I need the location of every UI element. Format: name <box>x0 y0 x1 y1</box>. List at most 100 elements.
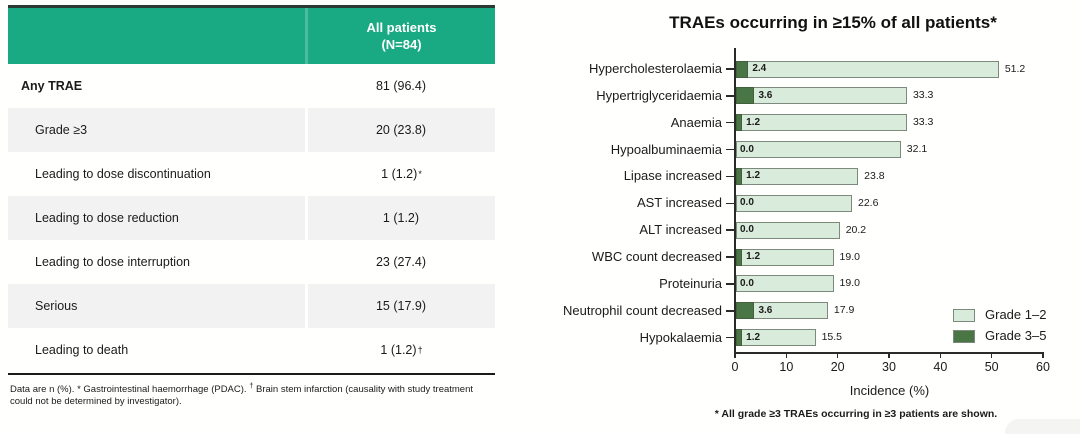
y-axis-tick <box>726 121 735 124</box>
table-row: Leading to death 1 (1.2) † <box>8 328 495 372</box>
x-axis-tick <box>888 352 890 358</box>
x-axis-label: Incidence (%) <box>849 383 930 398</box>
total-value-label: 33.3 <box>912 116 934 129</box>
x-axis-tick-label: 0 <box>731 360 739 374</box>
grade-3-5-value-label: 0.0 <box>740 224 754 236</box>
x-axis-tick-label: 10 <box>779 360 794 374</box>
total-value-label: 22.6 <box>858 196 879 209</box>
row-value-text: 23 (27.4) <box>375 255 427 269</box>
table-header: All patients (N=84) <box>8 8 495 64</box>
x-axis-tick <box>836 352 839 358</box>
row-label: Grade ≥3 <box>8 108 305 152</box>
row-value: 1 (1.2) † <box>380 343 423 357</box>
bar-grade-1-2 <box>736 141 901 159</box>
x-axis-tick-label: 50 <box>984 360 999 374</box>
y-axis-tick <box>726 310 735 312</box>
grade-3-5-value-label: 0.0 <box>740 277 754 289</box>
footnote-asterisk: * <box>77 384 81 396</box>
row-label: Leading to death <box>35 343 129 357</box>
row-label: Any TRAE <box>21 79 83 93</box>
legend-label: Grade 1–2 <box>985 307 1047 322</box>
bar-segment-grade-3-5 <box>736 87 755 105</box>
watermark-blob <box>1005 419 1080 434</box>
row-value-text: 1 (1.2) <box>382 211 420 225</box>
row-value: 1 (1.2) <box>308 196 495 240</box>
category-label: Hypokalaemia <box>639 329 722 345</box>
row-value: 15 (17.9) <box>308 284 495 328</box>
footnote-dagger: † <box>249 381 254 390</box>
table-row: Leading to dose interruption 23 (27.4) <box>8 240 495 284</box>
table-body: Any TRAE 81 (96.4) Grade ≥3 20 (23.8) Le… <box>8 64 495 372</box>
total-value-label: 19.0 <box>839 250 860 263</box>
table-bottom-border <box>8 373 495 375</box>
total-value-label: 32.1 <box>906 143 928 156</box>
table-row: Serious 15 (17.9) <box>8 284 495 328</box>
legend-label: Grade 3–5 <box>985 328 1047 343</box>
bar-grade-1-2 <box>736 194 852 212</box>
footnote-text: Data are n (%). <box>10 384 78 396</box>
row-value-text: 15 (17.9) <box>375 299 427 313</box>
grade-3-5-value-label: 3.6 <box>758 304 773 316</box>
row-label: Serious <box>8 284 305 328</box>
trae-bar-chart: TRAEs occurring in ≥15% of all patients*… <box>556 0 1080 434</box>
header-cell-all-patients: All patients (N=84) <box>308 8 495 64</box>
y-axis-tick <box>726 95 735 97</box>
x-axis-tick <box>939 352 942 358</box>
bar-grade-1-2 <box>736 114 907 132</box>
total-value-label: 15.5 <box>821 331 842 344</box>
category-label: Hypoalbuminaemia <box>610 141 722 157</box>
row-label: Leading to dose discontinuation <box>35 167 211 181</box>
y-axis-tick <box>726 68 735 70</box>
grade-3-5-value-label: 1.2 <box>746 116 761 128</box>
row-value-text: 1 (1.2) <box>381 167 418 181</box>
chart-footnote: * All grade ≥3 TRAEs occurring in ≥3 pat… <box>714 408 998 420</box>
footnote-text: Brain stem infarction (causality with st… <box>10 384 474 407</box>
y-axis <box>734 48 736 353</box>
row-label: Leading to dose reduction <box>8 196 305 240</box>
legend-swatch-grade-1-2 <box>953 308 975 322</box>
row-value: 1 (1.2) * <box>381 167 422 181</box>
bar-segment-grade-3-5 <box>736 302 755 320</box>
y-axis-tick <box>726 229 735 231</box>
category-label: WBC count decreased <box>591 249 722 265</box>
x-axis-tick <box>990 352 993 358</box>
y-axis-tick <box>726 202 735 205</box>
x-axis-tick <box>734 352 736 358</box>
row-value-text: 20 (23.8) <box>375 123 427 137</box>
row-value: 23 (27.4) <box>308 240 495 284</box>
category-label: AST increased <box>636 195 722 211</box>
y-axis-tick <box>726 148 735 151</box>
footnote-text: Gastrointestinal haemorrhage (PDAC). <box>80 384 250 396</box>
header-line2: (N=84) <box>381 37 422 52</box>
bar-grade-1-2 <box>736 60 999 78</box>
table-row: Grade ≥3 20 (23.8) <box>8 108 495 152</box>
total-value-label: 17.9 <box>833 304 855 317</box>
category-label: Hypertriglyceridaemia <box>596 87 722 103</box>
row-value: 20 (23.8) <box>308 108 495 152</box>
total-value-label: 20.2 <box>845 223 867 236</box>
legend-item-grade-3-5: Grade 3–5 <box>953 329 1046 343</box>
category-label: Neutrophil count decreased <box>563 302 722 318</box>
bar-segment-grade-3-5 <box>736 114 743 132</box>
total-value-label: 23.8 <box>864 169 885 182</box>
bar-segment-grade-3-5 <box>736 167 743 185</box>
y-axis-tick <box>726 175 735 178</box>
category-label: ALT increased <box>639 222 722 238</box>
y-axis-tick <box>726 256 735 258</box>
category-label: Proteinuria <box>659 275 722 291</box>
row-value: 81 (96.4) <box>308 64 495 108</box>
legend-swatch-grade-3-5 <box>953 329 975 343</box>
category-label: Hypercholesterolaemia <box>589 61 722 76</box>
bar-grade-1-2 <box>736 275 834 293</box>
grade-3-5-value-label: 0.0 <box>740 143 754 155</box>
x-axis-tick-label: 60 <box>1036 360 1050 374</box>
x-axis-tick-label: 20 <box>830 360 845 374</box>
table-footnote: Data are n (%). * Gastrointestinal haemo… <box>10 380 494 407</box>
y-axis-tick <box>726 283 735 285</box>
total-value-label: 19.0 <box>839 277 860 290</box>
table-row: Leading to dose reduction 1 (1.2) <box>8 196 495 240</box>
bar-segment-grade-3-5 <box>736 329 743 347</box>
row-label: Leading to dose interruption <box>35 255 190 269</box>
bar-segment-grade-3-5 <box>736 248 743 266</box>
